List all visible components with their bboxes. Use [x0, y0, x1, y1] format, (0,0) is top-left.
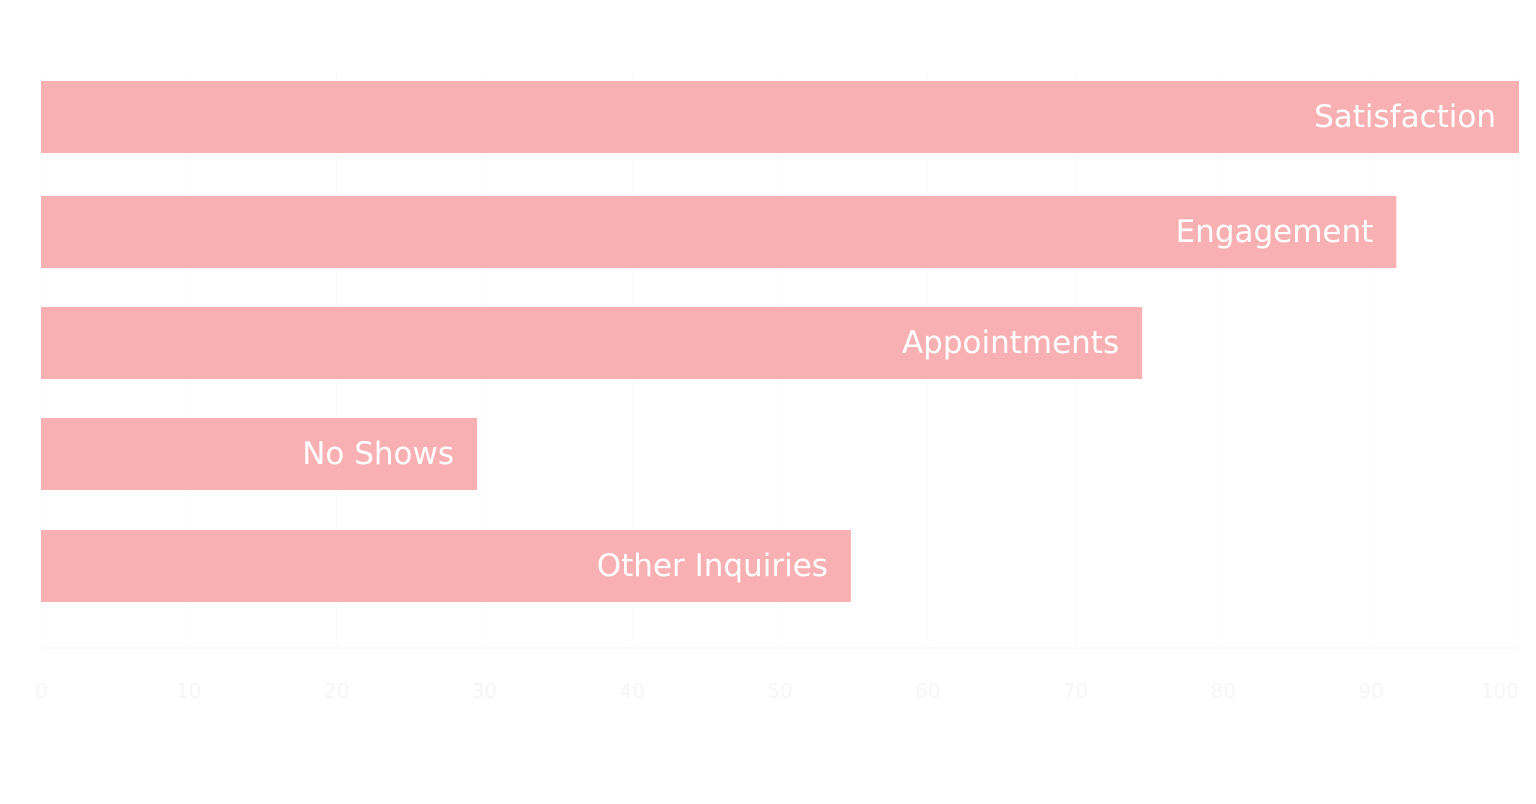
bar-label-engagement: Engagement [1176, 214, 1374, 250]
x-tick-label-30: 30 [472, 679, 497, 703]
bar-appointments [41, 307, 1143, 379]
x-tick-label-90: 90 [1358, 679, 1383, 703]
bar-no-shows [41, 418, 478, 490]
x-tick-label-100: 100 [1481, 679, 1519, 703]
x-axis-ticks: 0 10 20 30 40 50 60 70 80 90 100 [35, 679, 1519, 703]
bar-labels-layer: Satisfaction Engagement Appointments No Sho… [302, 99, 1496, 584]
x-tick-label-70: 70 [1063, 679, 1088, 703]
x-tick-label-0: 0 [35, 679, 48, 703]
bars-layer [41, 81, 1519, 602]
x-tick-label-40: 40 [619, 679, 644, 703]
bar-label-no-shows: No Shows [302, 436, 454, 472]
bar-label-other-inquiries: Other Inquiries [597, 548, 828, 584]
bar-label-appointments: Appointments [902, 325, 1119, 361]
x-tick-label-10: 10 [176, 679, 201, 703]
bar-label-satisfaction: Satisfaction [1314, 99, 1496, 135]
x-tick-label-50: 50 [767, 679, 792, 703]
x-tick-label-20: 20 [324, 679, 349, 703]
bar-engagement [41, 196, 1397, 268]
bar-satisfaction [41, 81, 1519, 153]
bar-other-inquiries [41, 530, 851, 602]
x-tick-label-60: 60 [915, 679, 940, 703]
x-tick-label-80: 80 [1211, 679, 1236, 703]
